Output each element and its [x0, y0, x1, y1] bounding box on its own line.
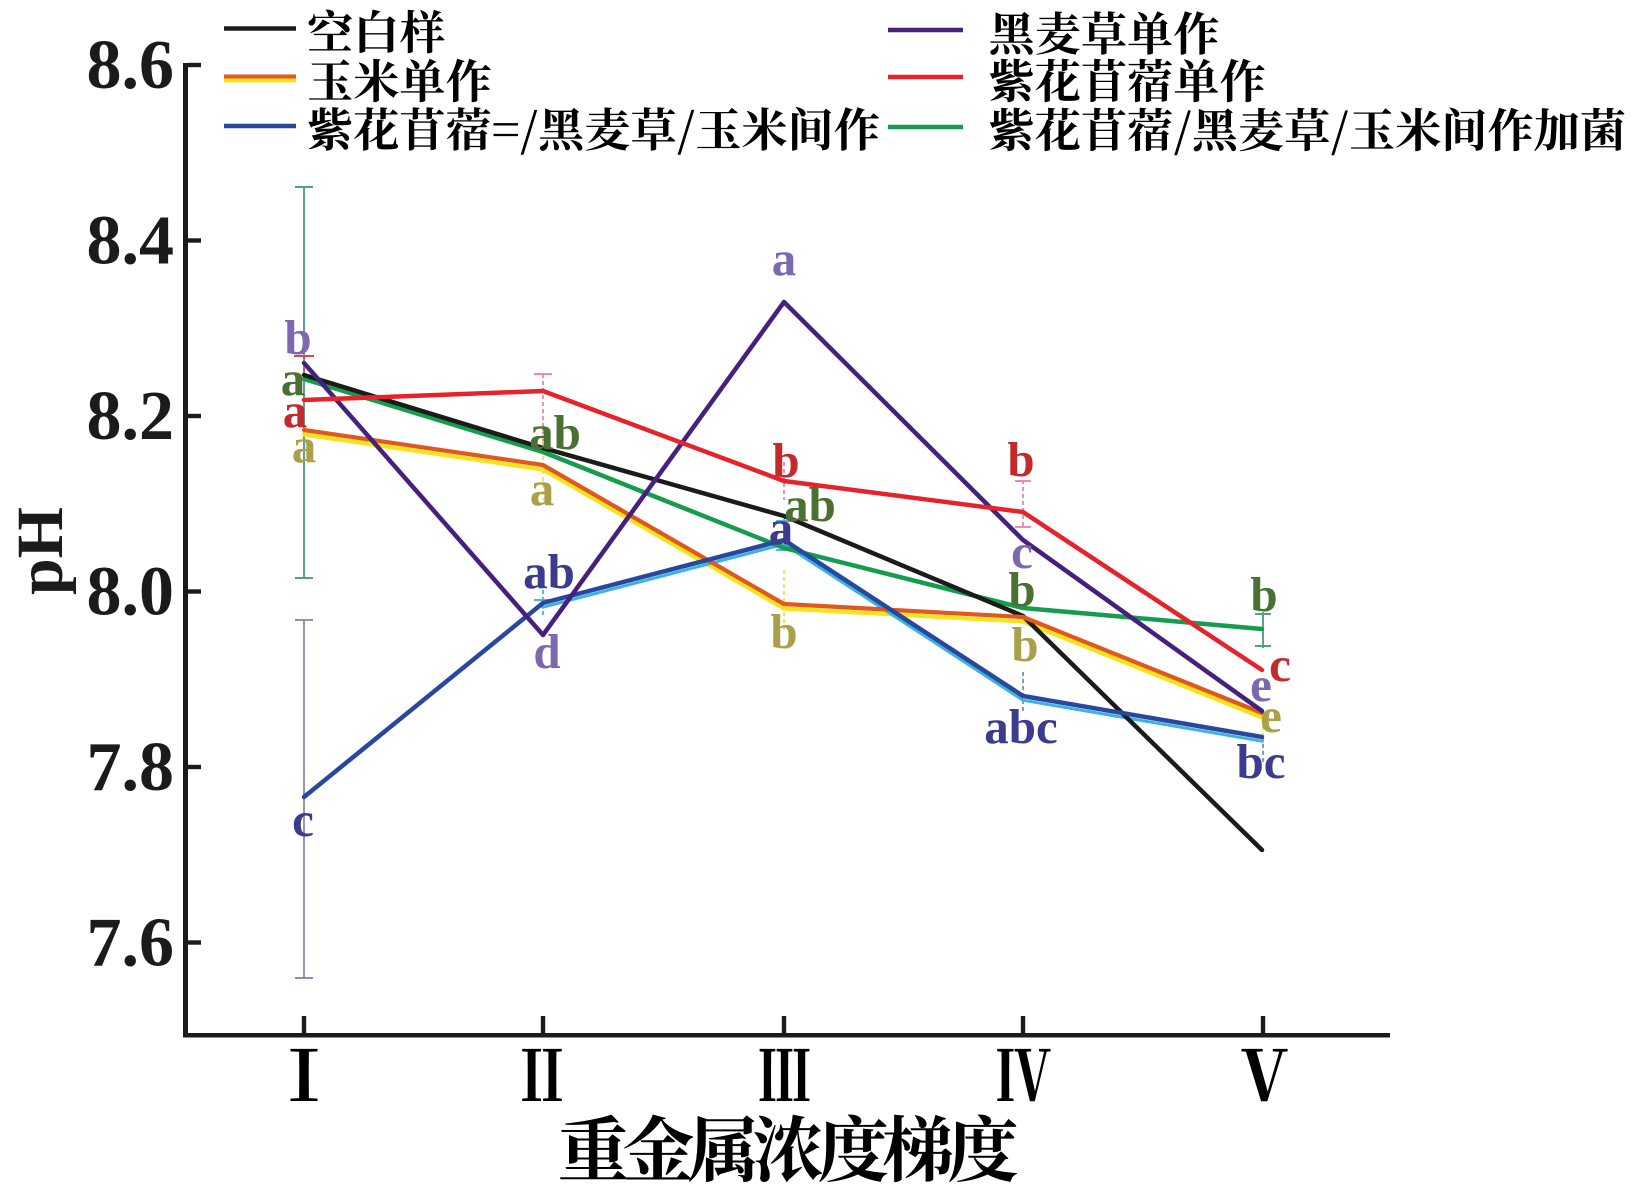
svg-text:a: a	[281, 351, 306, 406]
svg-text:e: e	[1250, 657, 1272, 712]
svg-text:b: b	[772, 433, 799, 488]
svg-text:a: a	[283, 383, 308, 438]
svg-text:8.0: 8.0	[87, 554, 175, 631]
svg-text:a: a	[769, 500, 794, 555]
svg-text:b: b	[284, 310, 311, 365]
svg-text:b: b	[1250, 567, 1277, 622]
svg-text:b: b	[1007, 432, 1034, 487]
svg-text:abc: abc	[984, 699, 1058, 754]
svg-text:b: b	[770, 604, 797, 659]
svg-text:7.8: 7.8	[87, 729, 175, 806]
svg-text:a: a	[772, 231, 797, 286]
svg-text:a: a	[530, 461, 555, 516]
svg-text:d: d	[533, 624, 560, 679]
svg-text:e: e	[1260, 688, 1282, 743]
svg-text:ab: ab	[529, 405, 581, 460]
svg-text:b: b	[1008, 562, 1035, 617]
svg-text:c: c	[1011, 524, 1033, 579]
svg-text:bc: bc	[1237, 734, 1286, 789]
svg-text:a: a	[292, 418, 317, 473]
svg-text:c: c	[292, 792, 314, 847]
svg-text:8.6: 8.6	[87, 27, 175, 104]
svg-text:ab: ab	[784, 477, 836, 532]
svg-text:b: b	[1011, 617, 1038, 672]
svg-text:8.4: 8.4	[87, 203, 175, 280]
svg-text:pH: pH	[4, 507, 77, 595]
svg-text:ab: ab	[523, 544, 575, 599]
svg-text:7.6: 7.6	[87, 905, 175, 982]
svg-text:8.2: 8.2	[87, 378, 175, 455]
svg-text:c: c	[1269, 637, 1291, 692]
